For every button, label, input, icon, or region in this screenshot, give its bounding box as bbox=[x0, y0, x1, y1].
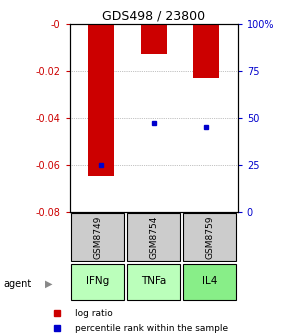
Text: IFNg: IFNg bbox=[86, 277, 109, 286]
Text: IL4: IL4 bbox=[202, 277, 218, 286]
Title: GDS498 / 23800: GDS498 / 23800 bbox=[102, 9, 205, 23]
Text: GSM8749: GSM8749 bbox=[93, 215, 102, 259]
Bar bbox=[127, 264, 180, 300]
Bar bbox=[88, 24, 114, 176]
Text: GSM8759: GSM8759 bbox=[205, 215, 214, 259]
Text: GSM8754: GSM8754 bbox=[149, 215, 158, 259]
Text: TNFa: TNFa bbox=[141, 277, 166, 286]
Text: ▶: ▶ bbox=[45, 279, 52, 289]
Bar bbox=[183, 213, 236, 261]
Text: agent: agent bbox=[3, 279, 31, 289]
Bar bbox=[71, 213, 124, 261]
Bar bbox=[127, 213, 180, 261]
Bar bbox=[141, 24, 167, 54]
Text: percentile rank within the sample: percentile rank within the sample bbox=[75, 324, 229, 333]
Text: log ratio: log ratio bbox=[75, 309, 113, 318]
Bar bbox=[71, 264, 124, 300]
Bar bbox=[183, 264, 236, 300]
Bar bbox=[193, 24, 220, 78]
